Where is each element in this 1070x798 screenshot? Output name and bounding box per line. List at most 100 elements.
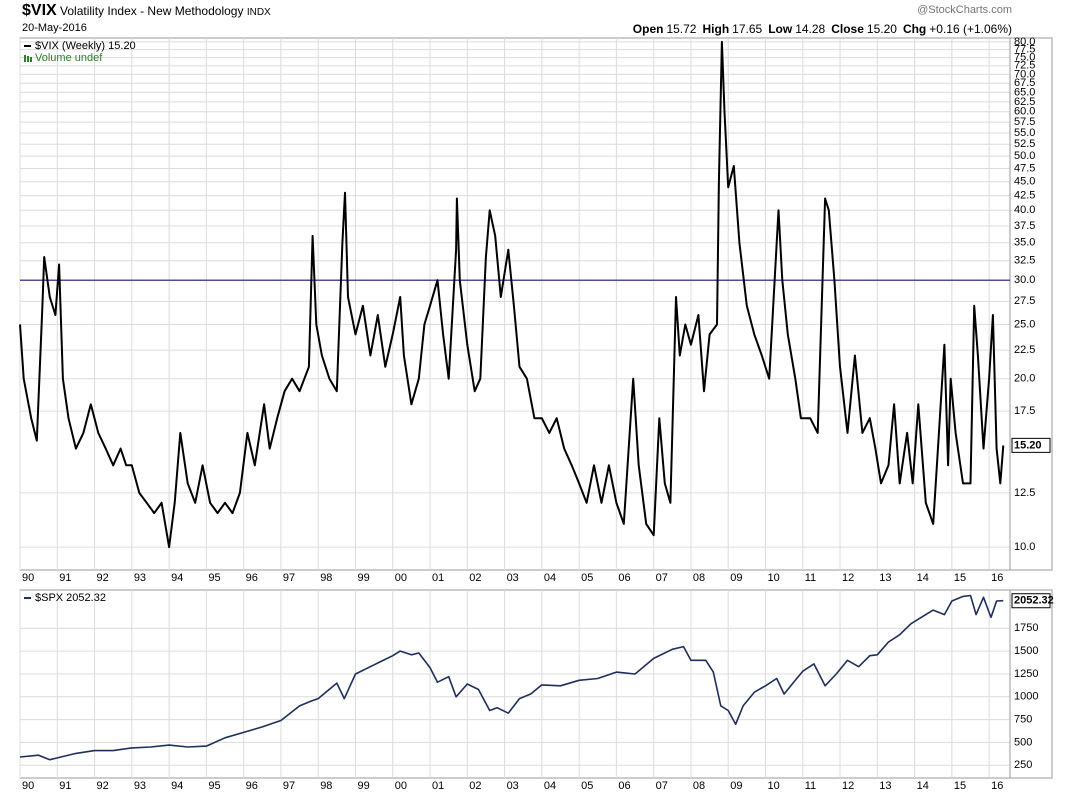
x-tick-label: 03 [507,572,519,584]
x-tick-label: 05 [581,572,593,584]
header: $VIX Volatility Index - New Methodology … [22,2,271,20]
x-tick-label: 10 [767,780,779,792]
y-tick-label: 72.5 [1014,60,1035,72]
x-tick-label: 09 [730,572,742,584]
x-tick-label: 90 [22,572,34,584]
quote-value: 15.20 [866,22,897,36]
x-tick-label: 13 [879,780,891,792]
x-tick-label: 07 [656,780,668,792]
y-tick-label: 55.0 [1014,127,1035,139]
x-tick-label: 91 [59,780,71,792]
y-tick-label: 42.5 [1014,189,1035,201]
x-tick-label: 11 [805,780,816,792]
y-tick-label: 250 [1014,759,1032,771]
x-tick-label: 94 [171,780,183,792]
x-tick-label: 06 [618,572,630,584]
x-tick-label: 08 [693,780,705,792]
quote-label: Chg [902,22,927,36]
legend-entry: $SPX 2052.32 [35,592,106,604]
y-tick-label: 77.5 [1014,44,1035,56]
x-tick-label: 00 [395,780,407,792]
x-tick-label: 03 [507,780,519,792]
x-tick-label: 97 [283,572,295,584]
x-tick-label: 05 [581,780,593,792]
exchange: INDX [246,7,271,18]
quote-label: High [702,22,730,36]
x-tick-label: 01 [432,572,444,584]
x-tick-label: 06 [618,780,630,792]
x-tick-label: 00 [395,572,407,584]
x-tick-label: 12 [842,780,854,792]
last-value-label: 15.20 [1014,439,1042,451]
last-value-box [1011,593,1051,609]
x-tick-label: 14 [917,780,929,792]
y-tick-label: 65.0 [1014,86,1035,98]
x-tick-label: 16 [991,780,1003,792]
x-tick-label: 99 [357,780,369,792]
x-tick-label: 92 [97,572,109,584]
x-tick-label: 97 [283,780,295,792]
y-tick-label: 1250 [1014,668,1038,680]
x-tick-label: 09 [730,780,742,792]
x-tick-label: 92 [97,780,109,792]
x-tick-label: 94 [171,572,183,584]
quote-value: 15.72 [666,22,697,36]
volume-icon [27,56,29,62]
y-tick-label: 750 [1014,713,1032,725]
x-tick-label: 04 [544,572,556,584]
y-tick-label: 20.0 [1014,373,1035,385]
quote-label: Low [768,22,793,36]
y-tick-label: 35.0 [1014,237,1035,249]
x-tick-label: 07 [656,572,668,584]
y-tick-label: 37.5 [1014,220,1035,232]
y-tick-label: 17.5 [1014,405,1035,417]
y-tick-label: 500 [1014,736,1032,748]
y-tick-label: 27.5 [1014,295,1035,307]
x-tick-label: 15 [954,780,966,792]
y-tick-label: 75.0 [1014,52,1035,64]
y-tick-label: 62.5 [1014,96,1035,108]
y-tick-label: 50.0 [1014,150,1035,162]
quote-label: Close [831,22,864,36]
x-tick-label: 95 [208,572,220,584]
y-tick-label: 32.5 [1014,255,1035,267]
y-tick-label: 1750 [1014,622,1038,634]
x-tick-label: 90 [22,780,34,792]
description: Volatility Index - New Methodology [60,4,244,18]
x-tick-label: 11 [805,572,816,584]
y-tick-label: 30.0 [1014,274,1035,286]
x-tick-label: 93 [134,780,146,792]
panel-frame [19,589,1053,779]
symbol: $VIX [22,2,57,19]
y-tick-label: 70.0 [1014,68,1035,80]
date: 20-May-2016 [22,22,87,34]
x-tick-label: 98 [320,780,332,792]
quote-value: 14.28 [795,22,826,36]
y-tick-label: 45.0 [1014,176,1035,188]
x-tick-label: 08 [693,572,705,584]
y-tick-label: 52.5 [1014,138,1035,150]
legend-entry: $VIX (Weekly) 15.20 [35,40,136,52]
x-tick-label: 95 [208,780,220,792]
y-tick-label: 67.5 [1014,77,1035,89]
x-tick-label: 15 [954,572,966,584]
y-tick-label: 60.0 [1014,106,1035,118]
x-tick-label: 02 [469,780,481,792]
x-tick-label: 01 [432,780,444,792]
x-tick-label: 12 [842,572,854,584]
x-tick-label: 16 [991,572,1003,584]
y-tick-label: 1000 [1014,691,1038,703]
x-tick-label: 10 [767,572,779,584]
quote-label: Open [632,22,664,36]
x-tick-label: 93 [134,572,146,584]
source: @StockCharts.com [917,4,1012,16]
y-tick-label: 80.0 [1014,36,1035,48]
volume-icon [30,57,32,62]
x-tick-label: 04 [544,780,556,792]
y-tick-label: 1500 [1014,645,1038,657]
y-tick-label: 12.5 [1014,487,1035,499]
volume-icon [24,55,26,62]
y-tick-label: 57.5 [1014,116,1035,128]
